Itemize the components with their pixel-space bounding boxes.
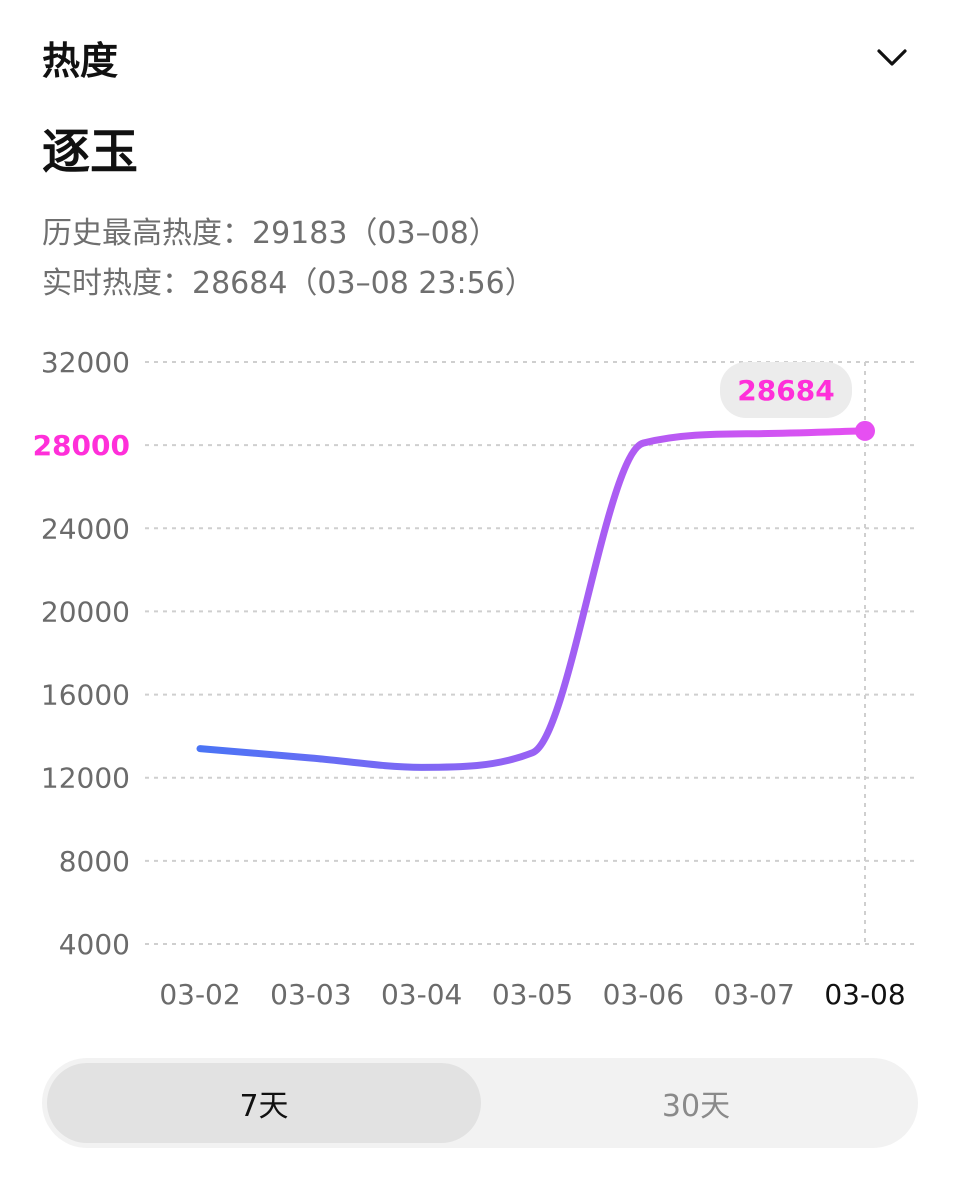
x-axis-labels: 03-02 03-03 03-04 03-05 03-06 03-07 03-08 (159, 978, 905, 1011)
section-title: 热度 (42, 39, 119, 83)
x-tick-label: 03-02 (159, 978, 240, 1011)
toggle-30-days[interactable]: 30天 (661, 1089, 731, 1124)
y-axis-labels: 32000 28000 24000 20000 16000 12000 8000 4000 (33, 346, 130, 961)
y-tick-label: 20000 (41, 595, 130, 628)
y-tick-label: 28000 (33, 429, 130, 462)
y-tick-label: 4000 (59, 928, 130, 961)
x-tick-label: 03-05 (492, 978, 573, 1011)
history-high-text: 历史最高热度：29183（03–08） (42, 216, 499, 251)
y-tick-label: 8000 (59, 845, 130, 878)
y-tick-label: 12000 (41, 762, 130, 795)
x-tick-label: 03-08 (824, 978, 905, 1011)
series-layer (196, 427, 869, 771)
x-tick-label: 03-06 (603, 978, 684, 1011)
series-line (196, 427, 869, 771)
y-tick-label: 16000 (41, 679, 130, 712)
y-tick-label: 32000 (41, 346, 130, 379)
y-tick-label: 24000 (41, 512, 130, 545)
x-tick-label: 03-04 (381, 978, 462, 1011)
annotation-bubble (720, 362, 852, 418)
heat-line-chart: 32000 28000 24000 20000 16000 12000 8000 4000 0… (33, 346, 915, 1011)
annotation-value: 28684 (737, 374, 834, 407)
realtime-heat-text: 实时热度：28684（03–08 23:56） (42, 266, 535, 301)
topic-title: 逐玉 (42, 124, 139, 180)
x-tick-label: 03-03 (270, 978, 351, 1011)
x-tick-label: 03-07 (713, 978, 794, 1011)
grid-lines (145, 361, 915, 945)
toggle-7-days[interactable]: 7天 (47, 1063, 481, 1143)
chevron-down-icon[interactable] (872, 38, 912, 78)
annotation-layer: 28684 (720, 362, 875, 441)
range-toggle: 7天 30天 (42, 1058, 918, 1148)
endpoint-dot (855, 420, 875, 441)
